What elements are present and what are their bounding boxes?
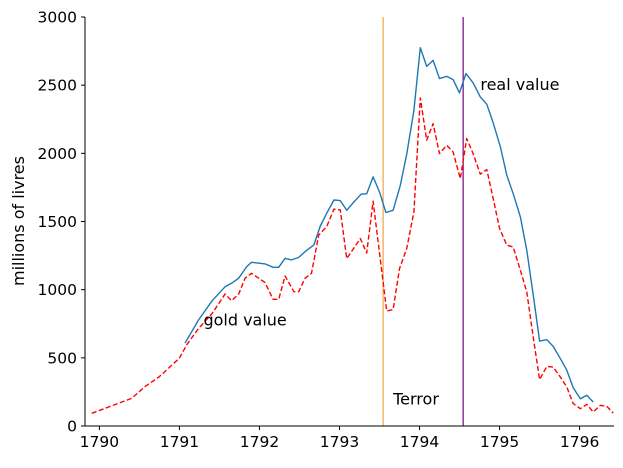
y-tick-label: 3000 [38, 9, 77, 27]
x-tick-label: 1795 [480, 433, 519, 451]
annotation-label: gold value [203, 311, 286, 330]
series-line-gold-value [91, 97, 614, 414]
y-tick-label: 1500 [38, 213, 77, 231]
y-axis-label: millions of livres [9, 156, 28, 286]
x-tick-label: 1790 [80, 433, 119, 451]
plot-area: gold value real value Terror [91, 17, 614, 426]
y-tick-label: 2500 [38, 77, 77, 95]
annotation-label: real value [480, 75, 559, 94]
y-tick-label: 1000 [38, 281, 77, 299]
x-tick-label: 1791 [160, 433, 199, 451]
x-tick-label: 1796 [560, 433, 599, 451]
y-tick-label: 500 [47, 349, 77, 367]
y-tick-label: 0 [67, 418, 77, 436]
x-tick-label: 1794 [400, 433, 439, 451]
annotation-label: Terror [392, 390, 439, 409]
x-tick-label: 1792 [240, 433, 279, 451]
x-tick-label: 1793 [320, 433, 359, 451]
series-line-real-value [184, 47, 594, 403]
y-tick-label: 2000 [38, 145, 77, 163]
axes: 0 500 1000 1500 2000 2500 3000 1790 1791 1792 1793… [38, 9, 614, 451]
